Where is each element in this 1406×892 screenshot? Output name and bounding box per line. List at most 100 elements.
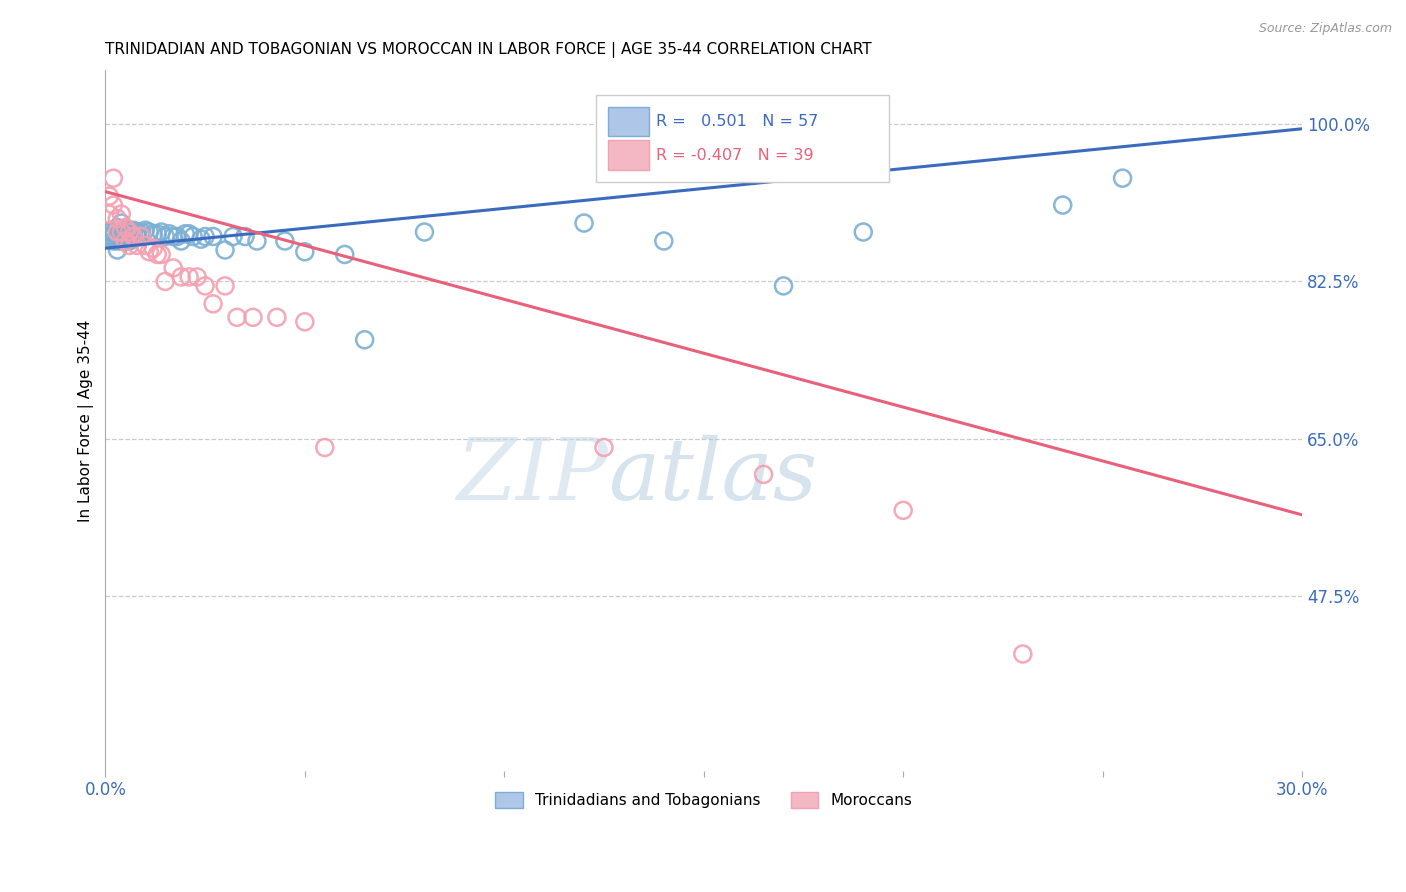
Point: [105, 211, 128, 226]
Point: [294, 244, 316, 259]
Point: [162, 260, 184, 275]
Point: [110, 225, 132, 239]
Point: [852, 225, 875, 239]
Point: [214, 279, 236, 293]
Point: [122, 229, 145, 244]
Point: [142, 227, 165, 241]
Point: [114, 234, 136, 248]
FancyBboxPatch shape: [607, 140, 648, 169]
Point: [134, 238, 156, 252]
Point: [353, 333, 375, 347]
Point: [98, 189, 121, 203]
Point: [772, 279, 794, 293]
Point: [105, 220, 128, 235]
Point: [314, 441, 336, 455]
Point: [155, 229, 177, 244]
Point: [98, 207, 121, 221]
Point: [179, 227, 201, 241]
Point: [891, 503, 914, 517]
Point: [194, 279, 217, 293]
Point: [233, 229, 256, 244]
Point: [155, 274, 177, 288]
Point: [129, 229, 152, 244]
Point: [103, 234, 125, 248]
Point: [150, 225, 173, 239]
Point: [170, 269, 193, 284]
Point: [129, 225, 152, 239]
Point: [98, 225, 121, 239]
Point: [114, 225, 136, 239]
Point: [98, 229, 121, 244]
Point: [1111, 171, 1133, 186]
Point: [114, 220, 136, 235]
Point: [122, 223, 145, 237]
Point: [138, 225, 160, 239]
Point: [105, 243, 128, 257]
Point: [110, 207, 132, 221]
Point: [166, 229, 188, 244]
Point: [105, 225, 128, 239]
Point: [105, 229, 128, 244]
Point: [170, 234, 193, 248]
Point: [138, 244, 160, 259]
Text: R =   0.501   N = 57: R = 0.501 N = 57: [655, 114, 818, 129]
Point: [214, 243, 236, 257]
Point: [103, 225, 125, 239]
Legend: Trinidadians and Tobagonians, Moroccans: Trinidadians and Tobagonians, Moroccans: [488, 784, 920, 815]
Point: [118, 225, 141, 239]
Point: [752, 467, 775, 482]
Point: [103, 229, 125, 244]
Point: [246, 234, 269, 248]
Point: [222, 229, 245, 244]
Point: [114, 229, 136, 244]
Point: [413, 225, 436, 239]
Point: [572, 216, 595, 230]
Text: Source: ZipAtlas.com: Source: ZipAtlas.com: [1258, 22, 1392, 36]
Point: [103, 171, 125, 186]
Point: [146, 247, 169, 261]
Point: [122, 229, 145, 244]
Point: [190, 232, 212, 246]
FancyBboxPatch shape: [607, 107, 648, 136]
Point: [162, 229, 184, 244]
Point: [118, 238, 141, 252]
Point: [179, 269, 201, 284]
Point: [194, 229, 217, 244]
Text: TRINIDADIAN AND TOBAGONIAN VS MOROCCAN IN LABOR FORCE | AGE 35-44 CORRELATION CH: TRINIDADIAN AND TOBAGONIAN VS MOROCCAN I…: [105, 42, 872, 58]
Point: [110, 229, 132, 244]
Point: [118, 229, 141, 244]
Point: [110, 225, 132, 239]
Text: R = -0.407   N = 39: R = -0.407 N = 39: [655, 148, 814, 162]
Point: [274, 234, 297, 248]
Point: [146, 227, 169, 241]
Point: [110, 234, 132, 248]
Point: [129, 229, 152, 244]
Point: [134, 223, 156, 237]
Point: [157, 227, 180, 241]
Y-axis label: In Labor Force | Age 35-44: In Labor Force | Age 35-44: [79, 319, 94, 522]
Point: [103, 198, 125, 212]
Point: [226, 310, 249, 325]
Point: [105, 234, 128, 248]
Point: [127, 238, 149, 252]
Point: [1011, 647, 1033, 661]
Text: ZIP: ZIP: [456, 435, 607, 518]
Point: [202, 229, 225, 244]
Point: [294, 315, 316, 329]
Point: [142, 241, 165, 255]
Point: [202, 297, 225, 311]
FancyBboxPatch shape: [596, 95, 889, 183]
Point: [1052, 198, 1074, 212]
Point: [118, 234, 141, 248]
Point: [266, 310, 288, 325]
Point: [118, 223, 141, 237]
Point: [593, 441, 616, 455]
Point: [127, 225, 149, 239]
Point: [333, 247, 356, 261]
Point: [122, 227, 145, 241]
Point: [114, 234, 136, 248]
Point: [127, 229, 149, 244]
Point: [174, 227, 197, 241]
Point: [186, 269, 208, 284]
Point: [242, 310, 264, 325]
